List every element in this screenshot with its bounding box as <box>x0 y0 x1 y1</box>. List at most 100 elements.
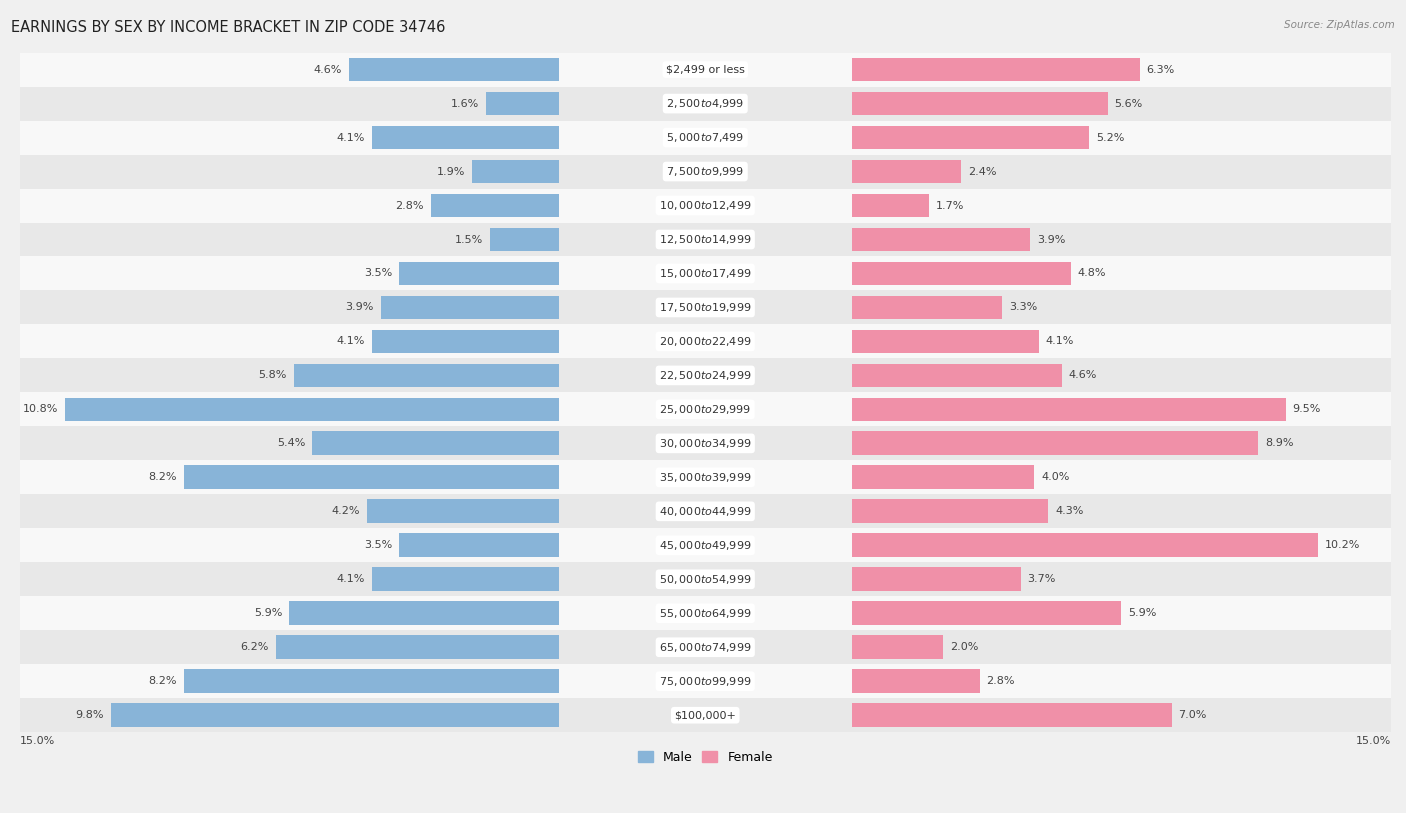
Text: EARNINGS BY SEX BY INCOME BRACKET IN ZIP CODE 34746: EARNINGS BY SEX BY INCOME BRACKET IN ZIP… <box>11 20 446 35</box>
Text: 5.9%: 5.9% <box>254 608 283 618</box>
Text: 2.8%: 2.8% <box>987 676 1015 686</box>
Bar <box>852 329 1039 354</box>
Text: 4.3%: 4.3% <box>1054 506 1084 516</box>
Bar <box>852 602 1121 625</box>
Bar <box>20 460 1391 494</box>
Bar <box>20 53 1391 87</box>
Text: 4.0%: 4.0% <box>1042 472 1070 482</box>
Text: $5,000 to $7,499: $5,000 to $7,499 <box>666 131 744 144</box>
Text: 4.1%: 4.1% <box>336 133 364 142</box>
Bar <box>852 363 1062 387</box>
Bar <box>852 567 1021 591</box>
Bar <box>381 296 560 320</box>
Text: 3.5%: 3.5% <box>364 268 392 279</box>
Bar <box>20 698 1391 733</box>
Bar <box>294 363 560 387</box>
Bar <box>20 290 1391 324</box>
Text: 6.3%: 6.3% <box>1146 64 1174 75</box>
Bar <box>486 92 560 115</box>
Text: $45,000 to $49,999: $45,000 to $49,999 <box>659 539 751 552</box>
Text: 4.8%: 4.8% <box>1078 268 1107 279</box>
Text: 5.4%: 5.4% <box>277 438 305 449</box>
Text: 15.0%: 15.0% <box>1355 737 1391 746</box>
Legend: Male, Female: Male, Female <box>633 746 778 769</box>
Bar <box>852 159 962 184</box>
Bar <box>65 398 560 421</box>
Text: $40,000 to $44,999: $40,000 to $44,999 <box>659 505 751 518</box>
Text: 3.3%: 3.3% <box>1010 302 1038 312</box>
Bar <box>184 466 560 489</box>
Bar <box>20 223 1391 256</box>
Text: $22,500 to $24,999: $22,500 to $24,999 <box>659 369 751 382</box>
Bar <box>20 256 1391 290</box>
Bar <box>20 596 1391 630</box>
Bar <box>371 567 560 591</box>
Bar <box>20 426 1391 460</box>
Bar <box>20 630 1391 664</box>
Bar <box>852 669 980 693</box>
Text: $2,499 or less: $2,499 or less <box>666 64 745 75</box>
Text: 4.1%: 4.1% <box>1046 337 1074 346</box>
Bar <box>852 703 1171 727</box>
Bar <box>349 58 560 81</box>
Bar <box>852 499 1047 524</box>
Bar <box>399 533 560 557</box>
Text: $2,500 to $4,999: $2,500 to $4,999 <box>666 97 744 110</box>
Text: $15,000 to $17,499: $15,000 to $17,499 <box>659 267 751 280</box>
Text: 3.9%: 3.9% <box>1036 234 1066 245</box>
Bar <box>20 87 1391 120</box>
Text: 5.2%: 5.2% <box>1097 133 1125 142</box>
Bar <box>852 193 929 217</box>
Bar <box>312 432 560 455</box>
Text: 9.5%: 9.5% <box>1292 404 1322 415</box>
Bar <box>852 58 1139 81</box>
Bar <box>367 499 560 524</box>
Text: $25,000 to $29,999: $25,000 to $29,999 <box>659 403 751 416</box>
Bar <box>20 154 1391 189</box>
Bar <box>432 193 560 217</box>
Text: 8.9%: 8.9% <box>1265 438 1294 449</box>
Text: 5.6%: 5.6% <box>1115 98 1143 109</box>
Bar <box>852 432 1258 455</box>
Text: 2.4%: 2.4% <box>969 167 997 176</box>
Text: 7.0%: 7.0% <box>1178 711 1206 720</box>
Bar <box>852 398 1286 421</box>
Bar <box>290 602 560 625</box>
Bar <box>20 324 1391 359</box>
Bar <box>20 359 1391 393</box>
Bar <box>111 703 560 727</box>
Bar <box>371 329 560 354</box>
Text: 8.2%: 8.2% <box>149 676 177 686</box>
Bar <box>852 296 1002 320</box>
Bar <box>852 533 1317 557</box>
Bar <box>20 664 1391 698</box>
Bar <box>852 636 943 659</box>
Bar <box>20 393 1391 426</box>
Bar <box>20 189 1391 223</box>
Text: 2.0%: 2.0% <box>950 642 979 652</box>
Text: 3.9%: 3.9% <box>346 302 374 312</box>
Text: 4.1%: 4.1% <box>336 337 364 346</box>
Bar <box>20 528 1391 563</box>
Text: 4.6%: 4.6% <box>1069 371 1097 380</box>
Text: 3.5%: 3.5% <box>364 541 392 550</box>
Bar <box>491 228 560 251</box>
Text: 10.8%: 10.8% <box>22 404 59 415</box>
Text: 3.7%: 3.7% <box>1028 574 1056 585</box>
Text: 1.7%: 1.7% <box>936 201 965 211</box>
Bar <box>20 563 1391 596</box>
Text: 9.8%: 9.8% <box>76 711 104 720</box>
Bar <box>371 126 560 150</box>
Text: $55,000 to $64,999: $55,000 to $64,999 <box>659 606 751 620</box>
Text: $50,000 to $54,999: $50,000 to $54,999 <box>659 573 751 586</box>
Text: 6.2%: 6.2% <box>240 642 269 652</box>
Bar <box>852 228 1029 251</box>
Text: $100,000+: $100,000+ <box>675 711 737 720</box>
Bar <box>20 120 1391 154</box>
Text: $10,000 to $12,499: $10,000 to $12,499 <box>659 199 751 212</box>
Text: 4.1%: 4.1% <box>336 574 364 585</box>
Bar <box>852 126 1090 150</box>
Text: 1.9%: 1.9% <box>437 167 465 176</box>
Text: $65,000 to $74,999: $65,000 to $74,999 <box>659 641 751 654</box>
Text: $35,000 to $39,999: $35,000 to $39,999 <box>659 471 751 484</box>
